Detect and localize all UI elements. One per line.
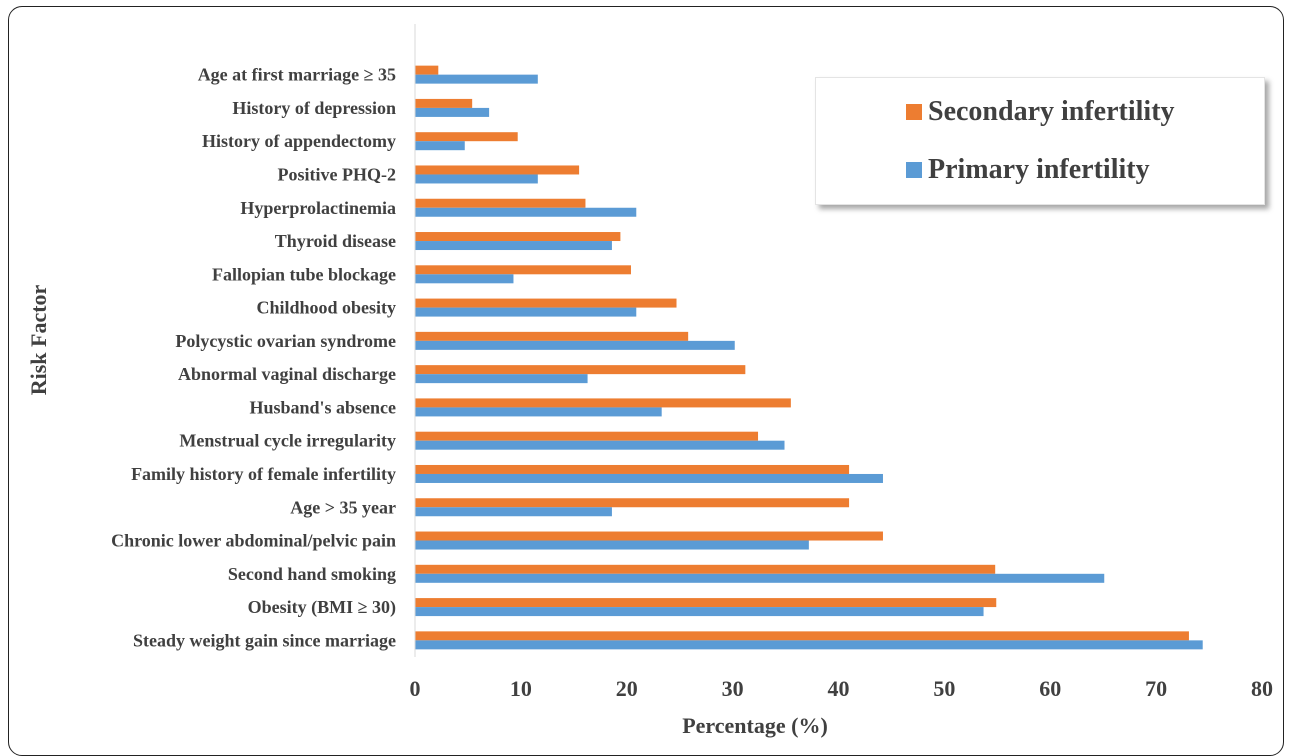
bar-primary xyxy=(415,241,612,251)
x-tick-label: 80 xyxy=(1251,676,1273,701)
bar-primary xyxy=(415,340,735,350)
bar-primary xyxy=(415,174,538,184)
bar-secondary xyxy=(415,631,1189,641)
category-label: Positive PHQ-2 xyxy=(278,164,396,184)
legend-item-secondary: Secondary infertility xyxy=(906,96,1175,128)
bar-secondary xyxy=(415,431,759,441)
bar-secondary xyxy=(415,132,518,142)
x-tick-label: 50 xyxy=(933,676,955,701)
legend-label-secondary: Secondary infertility xyxy=(928,96,1175,127)
bar-secondary xyxy=(415,298,677,308)
legend: Secondary infertility Primary infertilit… xyxy=(815,77,1265,205)
bar-secondary xyxy=(415,564,996,574)
bar-secondary xyxy=(415,531,883,541)
bar-primary xyxy=(415,473,883,483)
bar-secondary xyxy=(415,498,850,508)
x-axis-title: Percentage (%) xyxy=(682,713,828,738)
category-label: Second hand smoking xyxy=(228,564,396,584)
bar-secondary xyxy=(415,365,746,375)
bar-secondary xyxy=(415,165,580,175)
bar-primary xyxy=(415,74,538,84)
bar-primary xyxy=(415,407,662,417)
category-label: Menstrual cycle irregularity xyxy=(179,431,396,451)
bar-secondary xyxy=(415,598,997,608)
legend-label-primary: Primary infertility xyxy=(928,154,1150,185)
bar-primary xyxy=(415,141,465,151)
bar-secondary xyxy=(415,232,621,242)
category-label: Fallopian tube blockage xyxy=(212,264,396,284)
bars-group xyxy=(415,65,1203,650)
x-tick-label: 0 xyxy=(410,676,421,701)
category-label: Chronic lower abdominal/pelvic pain xyxy=(111,531,396,551)
category-label: Age > 35 year xyxy=(290,497,396,517)
bar-primary xyxy=(415,107,490,117)
bar-chart: Steady weight gain since marriage Obesity… xyxy=(26,24,1274,738)
x-tick-labels: 0 10 20 30 40 50 60 70 80 xyxy=(410,676,1274,701)
y-axis-title: Risk Factor xyxy=(26,284,51,395)
bar-primary xyxy=(415,507,612,517)
bar-primary xyxy=(415,374,588,384)
category-labels: Steady weight gain since marriage Obesity… xyxy=(111,65,396,651)
category-label: Hyperprolactinemia xyxy=(240,198,396,218)
x-tick-label: 20 xyxy=(616,676,638,701)
x-tick-label: 30 xyxy=(722,676,744,701)
category-label: Steady weight gain since marriage xyxy=(133,630,396,650)
category-label: Age at first marriage ≥ 35 xyxy=(198,65,396,85)
category-label: History of depression xyxy=(232,98,396,118)
bar-secondary xyxy=(415,398,791,408)
category-label: Abnormal vaginal discharge xyxy=(178,364,396,384)
category-label: Obesity (BMI ≥ 30) xyxy=(248,597,396,618)
category-label: Family history of female infertility xyxy=(131,464,396,484)
category-label: Husband's absence xyxy=(249,397,396,417)
bar-primary xyxy=(415,607,984,617)
bar-secondary xyxy=(415,464,850,474)
bar-primary xyxy=(415,440,785,450)
x-tick-label: 70 xyxy=(1145,676,1167,701)
legend-swatch-secondary xyxy=(906,104,922,120)
x-tick-label: 40 xyxy=(828,676,850,701)
bar-primary xyxy=(415,274,514,284)
bar-secondary xyxy=(415,331,689,341)
x-tick-label: 10 xyxy=(510,676,532,701)
category-label: Thyroid disease xyxy=(275,231,396,251)
bar-primary xyxy=(415,640,1203,650)
bar-primary xyxy=(415,307,637,317)
category-label: History of appendectomy xyxy=(202,131,396,151)
x-tick-label: 60 xyxy=(1039,676,1061,701)
bar-primary xyxy=(415,573,1105,583)
category-label: Childhood obesity xyxy=(256,298,396,318)
bar-primary xyxy=(415,540,809,550)
category-label: Polycystic ovarian syndrome xyxy=(175,331,396,351)
chart-frame: Secondary infertility Primary infertilit… xyxy=(8,6,1284,756)
bar-primary xyxy=(415,207,637,217)
legend-item-primary: Primary infertility xyxy=(906,154,1150,186)
bar-secondary xyxy=(415,198,586,208)
bar-secondary xyxy=(415,265,631,275)
legend-swatch-primary xyxy=(906,162,922,178)
bar-secondary xyxy=(415,65,439,75)
bar-secondary xyxy=(415,98,473,108)
